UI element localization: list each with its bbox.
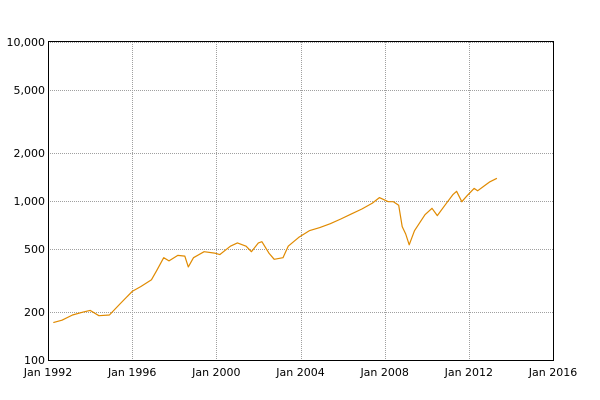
series-layer <box>53 177 498 324</box>
y-tick-labels: 100 200 500 1,000 2,000 5,000 10,000 <box>7 36 46 367</box>
y-tick-label: 200 <box>24 306 45 319</box>
x-tick-label: Jan 1992 <box>23 366 72 379</box>
series-line <box>53 177 498 324</box>
y-tick-label: 1,000 <box>14 195 46 208</box>
x-tick-label: Jan 2000 <box>191 366 240 379</box>
x-tick-labels: Jan 1992 Jan 1996 Jan 2000 Jan 2004 Jan 2008… <box>23 366 577 379</box>
y-tick-label: 100 <box>24 354 45 367</box>
y-tick-label: 5,000 <box>14 84 46 97</box>
x-tick-label: Jan 2012 <box>444 366 493 379</box>
x-tick-label: Jan 2016 <box>528 366 577 379</box>
x-tick-label: Jan 2004 <box>275 366 324 379</box>
grid-lines <box>48 42 554 361</box>
x-tick-label: Jan 2008 <box>359 366 408 379</box>
y-tick-label: 2,000 <box>14 147 46 160</box>
x-tick-label: Jan 1996 <box>107 366 156 379</box>
y-tick-label: 10,000 <box>7 36 46 49</box>
plot-frame <box>48 41 554 361</box>
y-tick-label: 500 <box>24 243 45 256</box>
